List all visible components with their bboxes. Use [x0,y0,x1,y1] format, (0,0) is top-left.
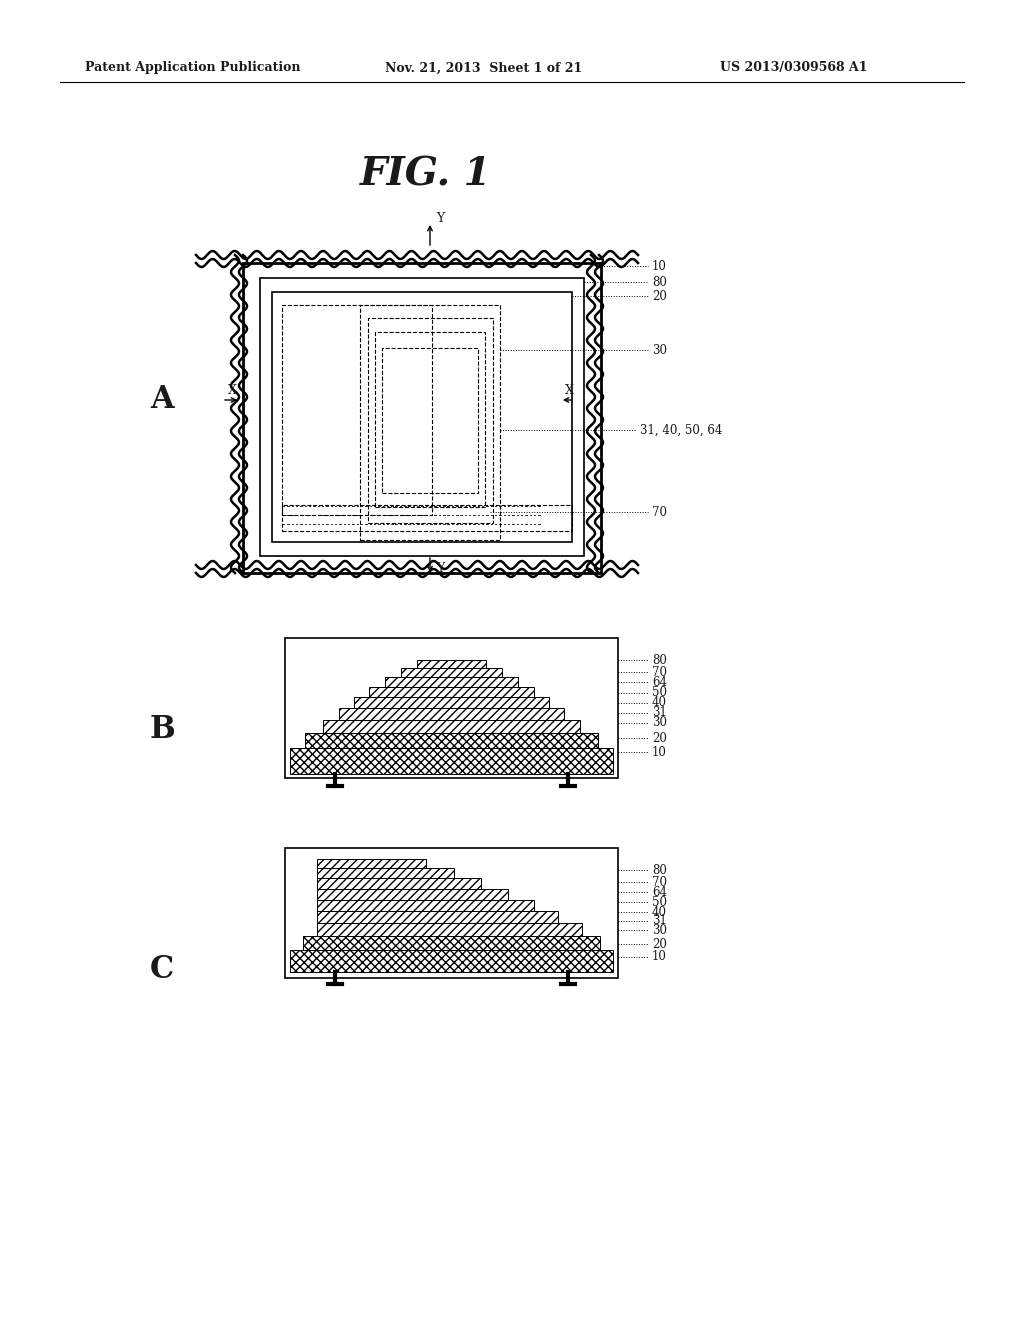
Bar [317,869,454,878]
Bar [317,923,582,936]
Text: 20: 20 [652,731,667,744]
Bar [282,305,432,515]
Bar [285,847,618,978]
Bar [323,719,580,733]
Text: B: B [150,714,176,746]
Bar [290,950,613,972]
Text: 31: 31 [652,706,667,719]
Text: 30: 30 [652,343,667,356]
Text: FIG. 1: FIG. 1 [360,156,492,194]
Bar [243,263,601,573]
Bar [354,697,549,708]
Bar [303,936,600,950]
Text: Y: Y [436,211,444,224]
Bar [290,748,613,774]
Bar [375,333,485,507]
Text: X: X [228,384,237,396]
Bar [305,733,598,748]
Bar [285,638,618,777]
Text: 20: 20 [652,937,667,950]
Bar [385,677,518,686]
Text: 64: 64 [652,676,667,689]
Text: 40: 40 [652,906,667,919]
Text: 80: 80 [652,863,667,876]
Bar [369,686,534,697]
Text: 80: 80 [652,276,667,289]
Bar [417,660,486,668]
Text: A: A [150,384,174,416]
Text: 31, 40, 50, 64: 31, 40, 50, 64 [640,424,722,437]
Text: 20: 20 [652,289,667,302]
Bar [282,506,572,531]
Bar [401,668,502,677]
Text: 31: 31 [652,915,667,928]
Text: X: X [565,384,573,396]
Text: 10: 10 [652,260,667,272]
Text: 80: 80 [652,653,667,667]
Bar [317,878,481,888]
Text: 30: 30 [652,717,667,730]
Bar [360,305,500,540]
Text: 70: 70 [652,875,667,888]
Text: 70: 70 [652,665,667,678]
Text: 50: 50 [652,686,667,700]
Text: 50: 50 [652,895,667,908]
Text: 10: 10 [652,746,667,759]
Bar [317,888,508,900]
Bar [317,911,558,923]
Text: Y: Y [436,561,444,574]
Bar [382,348,478,492]
Text: 10: 10 [652,950,667,964]
Text: C: C [150,954,174,986]
Text: 70: 70 [652,506,667,519]
Text: 40: 40 [652,697,667,710]
Text: Patent Application Publication: Patent Application Publication [85,62,300,74]
Bar [272,292,572,543]
Text: 30: 30 [652,924,667,936]
Bar [260,279,584,556]
Text: 64: 64 [652,886,667,899]
Bar [317,859,426,869]
Text: US 2013/0309568 A1: US 2013/0309568 A1 [720,62,867,74]
Bar [339,708,564,719]
Text: Nov. 21, 2013  Sheet 1 of 21: Nov. 21, 2013 Sheet 1 of 21 [385,62,583,74]
Bar [368,318,493,523]
Bar [317,900,534,911]
